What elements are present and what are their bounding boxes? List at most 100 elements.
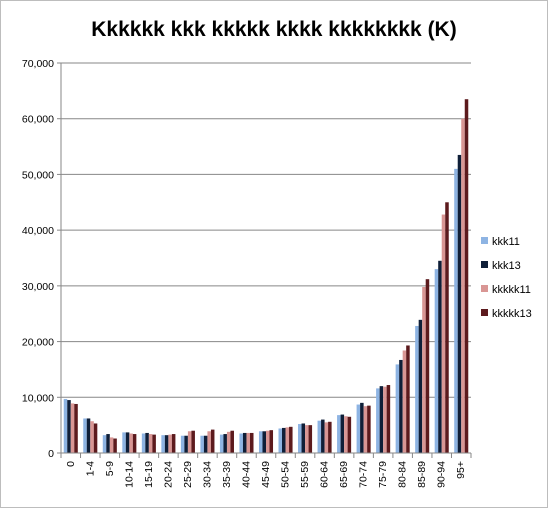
legend-label: kkkkk11 bbox=[492, 284, 531, 296]
bar-kkkkk11-90-94 bbox=[441, 214, 446, 453]
bar-kkkkk13-1-4 bbox=[93, 423, 98, 453]
y-tick-label: 50,000 bbox=[22, 169, 54, 181]
bar-kkkkk11-20-24 bbox=[168, 434, 172, 453]
bar-kkk11-40-44 bbox=[239, 433, 243, 453]
axes bbox=[60, 63, 471, 454]
bar-kkkkk11-0 bbox=[70, 403, 75, 453]
legend-swatch bbox=[481, 261, 488, 268]
x-tick-label: 40-44 bbox=[240, 461, 252, 488]
bar-kkk13-0 bbox=[67, 400, 71, 453]
y-tick-label: 70,000 bbox=[22, 58, 54, 70]
bar-kkkkk11-40-44 bbox=[246, 432, 250, 453]
x-tick-label: 80-84 bbox=[397, 461, 409, 488]
y-tick-label: 20,000 bbox=[22, 337, 54, 349]
bar-kkk13-70-74 bbox=[360, 402, 364, 453]
x-tick-label: 85-89 bbox=[416, 461, 428, 488]
x-tick-label: 20-24 bbox=[162, 461, 174, 488]
x-axis-ticks: 0 1-4 5-9 10-14 15-19 20-24 25-29 30-34 35-39 40-… bbox=[60, 453, 472, 488]
legend-label: kkk13 bbox=[492, 260, 521, 272]
bar-kkk13-90-94 bbox=[438, 260, 442, 453]
x-tick-label: 10-14 bbox=[123, 461, 135, 488]
bar-kkk13-45-49 bbox=[262, 431, 266, 453]
x-tick-label: 70-74 bbox=[358, 461, 370, 488]
bar-kkkkk13-75-79 bbox=[386, 385, 391, 453]
bar-kkkkk13-30-34 bbox=[210, 429, 215, 453]
bar-kkk11-15-19 bbox=[141, 433, 146, 453]
bar-kkkkk13-70-74 bbox=[367, 405, 371, 453]
bar-kkkkk11-95+ bbox=[461, 118, 465, 453]
gridlines bbox=[61, 62, 471, 398]
bar-kkkkk13-80-84 bbox=[406, 345, 410, 453]
bar-kkkkk13-45-49 bbox=[269, 430, 274, 453]
bar-kkk13-50-54 bbox=[282, 427, 286, 453]
bar-kkkkk11-5-9 bbox=[109, 437, 114, 453]
x-tick-label: 30-34 bbox=[201, 461, 213, 488]
bar-kkk11-30-34 bbox=[200, 435, 204, 453]
bar-kkkkk13-15-19 bbox=[152, 434, 156, 453]
bar-kkk11-95+ bbox=[454, 168, 458, 453]
x-tick-label: 75-79 bbox=[377, 461, 389, 488]
bar-kkkkk13-65-69 bbox=[347, 416, 352, 453]
bar-kkk11-60-64 bbox=[317, 420, 322, 453]
x-tick-label: 0 bbox=[65, 461, 77, 467]
bar-kkk11-5-9 bbox=[102, 435, 107, 453]
bar-kkkkk11-55-59 bbox=[305, 425, 309, 453]
bar-kkk13-5-9 bbox=[106, 434, 110, 453]
bar-kkkkk11-60-64 bbox=[324, 422, 329, 453]
bar-kkkkk11-85-89 bbox=[422, 286, 426, 453]
bar-kkk11-1-4 bbox=[83, 418, 87, 453]
bar-kkkkk11-70-74 bbox=[363, 406, 368, 453]
bar-kkkkk13-95+ bbox=[464, 99, 469, 453]
bar-kkk11-50-54 bbox=[278, 428, 283, 453]
x-tick-label: 90-94 bbox=[436, 461, 448, 488]
bar-kkkkk11-75-79 bbox=[383, 386, 387, 453]
bar-kkk13-35-39 bbox=[223, 434, 227, 453]
bar-kkk11-65-69 bbox=[337, 415, 341, 453]
bar-kkk11-45-49 bbox=[258, 431, 263, 453]
bar-kkk13-80-84 bbox=[399, 359, 403, 453]
bar-kkk13-85-89 bbox=[418, 319, 423, 453]
bar-kkkkk11-1-4 bbox=[90, 421, 94, 453]
y-tick-label: 40,000 bbox=[22, 225, 54, 237]
legend-swatch bbox=[481, 237, 488, 244]
legend-label: kkk11 bbox=[492, 236, 520, 248]
bar-kkkkk13-40-44 bbox=[249, 432, 254, 453]
bar-kkk11-0 bbox=[63, 398, 68, 453]
bar-kkk13-65-69 bbox=[340, 414, 345, 453]
bar-kkkkk13-5-9 bbox=[113, 438, 117, 453]
bar-kkk11-20-24 bbox=[161, 435, 165, 453]
bar-kkk11-75-79 bbox=[376, 388, 380, 453]
x-tick-label: 15-19 bbox=[143, 461, 155, 488]
bar-kkk13-25-29 bbox=[184, 435, 188, 453]
bar-kkkkk13-85-89 bbox=[425, 279, 430, 453]
bar-kkkkk13-55-59 bbox=[308, 425, 313, 453]
bar-kkk11-55-59 bbox=[298, 424, 302, 453]
bar-kkkkk11-35-39 bbox=[226, 431, 231, 453]
bar-kkk11-25-29 bbox=[180, 435, 185, 453]
bar-kkkkk13-25-29 bbox=[191, 430, 195, 453]
bar-kkkkk11-10-14 bbox=[129, 433, 133, 453]
y-tick-label: 30,000 bbox=[22, 281, 54, 293]
x-tick-label: 55-59 bbox=[299, 461, 311, 488]
bar-kkkkk11-25-29 bbox=[187, 431, 192, 453]
bar-kkkkk13-20-24 bbox=[171, 434, 176, 453]
bar-kkk13-1-4 bbox=[86, 418, 91, 453]
legend-swatch bbox=[481, 309, 488, 316]
bar-kkk13-60-64 bbox=[321, 419, 325, 453]
bar-kkkkk13-60-64 bbox=[328, 421, 332, 453]
x-tick-label: 1-4 bbox=[84, 461, 96, 476]
bar-kkk11-10-14 bbox=[122, 432, 126, 453]
legend-label: kkkkk13 bbox=[492, 308, 532, 320]
bar-kkkkk11-45-49 bbox=[266, 430, 270, 453]
x-tick-label: 60-64 bbox=[319, 461, 331, 488]
bar-kkk13-15-19 bbox=[145, 432, 149, 453]
bar-kkk13-95+ bbox=[457, 154, 462, 453]
bar-kkk11-70-74 bbox=[356, 404, 361, 453]
chart-title: Kkkkkk kkk kkkkk kkkk kkkkkkkk (K) bbox=[91, 18, 456, 41]
y-axis-ticks: 0 10,000 20,000 30,000 40,000 50,000 60,000 70,… bbox=[22, 58, 61, 460]
bar-kkk11-35-39 bbox=[219, 434, 224, 453]
x-tick-label: 65-69 bbox=[338, 461, 350, 488]
bar-kkkkk13-10-14 bbox=[132, 434, 137, 453]
